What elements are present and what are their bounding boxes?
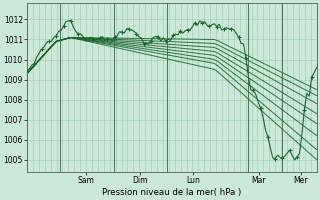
X-axis label: Pression niveau de la mer( hPa ): Pression niveau de la mer( hPa ) — [102, 188, 241, 197]
